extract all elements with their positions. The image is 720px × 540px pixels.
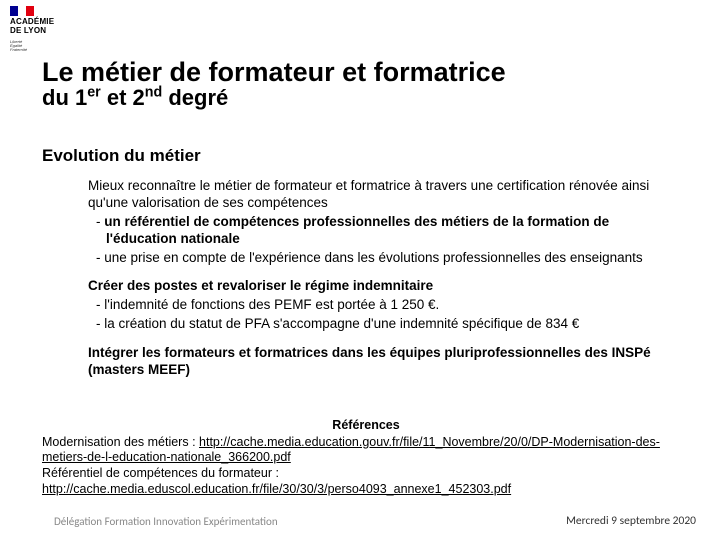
para2-item-1: l'indemnité de fonctions des PEMF est po…: [88, 297, 680, 314]
page-title: Le métier de formateur et formatrice du …: [42, 58, 506, 111]
para1-intro: Mieux reconnaître le métier de formateur…: [88, 178, 680, 212]
para2-item-2: la création du statut de PFA s'accompagn…: [88, 316, 680, 333]
logo-text: ACADÉMIEDE LYON: [10, 18, 70, 36]
logo-motto: LibertéÉgalitéFraternité: [10, 40, 70, 53]
footer-right: Mercredi 9 septembre 2020: [566, 514, 696, 528]
logo-academie-lyon: ACADÉMIEDE LYON LibertéÉgalitéFraternité: [10, 6, 70, 53]
reference-2: http://cache.media.eduscol.education.fr/…: [42, 482, 690, 498]
reference-2-label: Référentiel de compétences du formateur …: [42, 466, 690, 482]
title-main: Le métier de formateur et formatrice: [42, 58, 506, 86]
reference-1: Modernisation des métiers : http://cache…: [42, 435, 690, 466]
para1-item-2: une prise en compte de l'expérience dans…: [88, 250, 680, 267]
section-heading: Evolution du métier: [42, 146, 201, 166]
french-flag-icon: [10, 6, 34, 16]
paragraph-2: Créer des postes et revaloriser le régim…: [88, 278, 680, 333]
title-sub: du 1er et 2nd degré: [42, 86, 506, 110]
footer-left: Délégation Formation Innovation Expérime…: [54, 515, 278, 528]
references-title: Références: [42, 418, 690, 434]
references-block: Références Modernisation des métiers : h…: [42, 418, 690, 497]
reference-2-link[interactable]: http://cache.media.eduscol.education.fr/…: [42, 482, 511, 496]
content-body: Mieux reconnaître le métier de formateur…: [88, 178, 680, 391]
para1-item-1: un référentiel de compétences profession…: [88, 214, 680, 248]
paragraph-3: Intégrer les formateurs et formatrices d…: [88, 345, 680, 379]
para2-intro: Créer des postes et revaloriser le régim…: [88, 278, 680, 295]
paragraph-1: Mieux reconnaître le métier de formateur…: [88, 178, 680, 266]
para3-intro: Intégrer les formateurs et formatrices d…: [88, 345, 680, 379]
